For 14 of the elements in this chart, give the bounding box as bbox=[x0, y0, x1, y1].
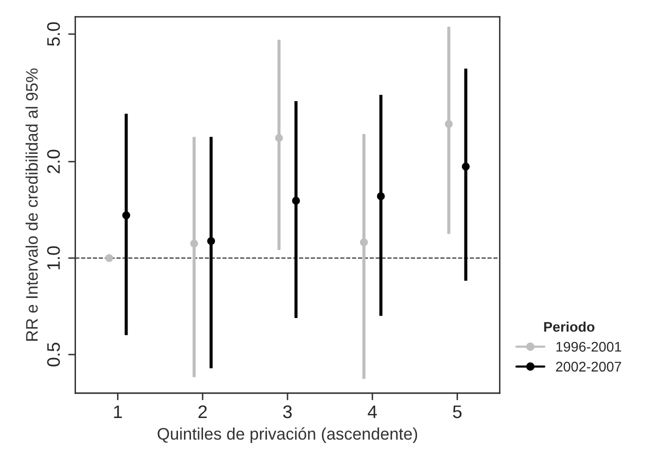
x-tick-label: 1 bbox=[114, 406, 122, 418]
y-tick-label: 0.5 bbox=[47, 342, 60, 366]
x-tick-label: 3 bbox=[283, 405, 292, 418]
y-axis-title: RR e Intervalo de credibilidad al 95% bbox=[26, 68, 38, 341]
x-tick-label: 5 bbox=[452, 406, 462, 418]
x-tick-label: 4 bbox=[368, 406, 377, 418]
y-tick-label: 5.0 bbox=[47, 22, 60, 46]
legend-label: 1996-2001 bbox=[556, 342, 622, 352]
x-tick-label: 2 bbox=[198, 405, 207, 418]
y-tick-label: 1.0 bbox=[47, 246, 60, 270]
legend-label: 2002-2007 bbox=[556, 362, 622, 372]
x-axis-title: Quintiles de privación (ascendente) bbox=[158, 427, 418, 444]
legend-title: Periodo bbox=[544, 322, 594, 332]
y-tick-label: 2.0 bbox=[47, 150, 60, 174]
